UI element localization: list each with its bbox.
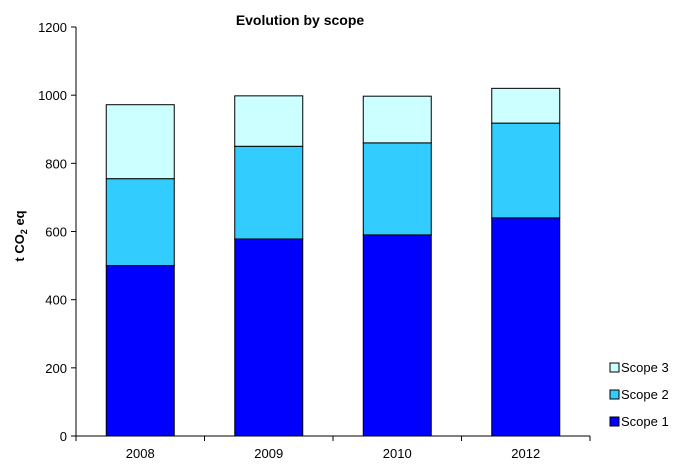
legend-swatch-scope-1 — [609, 416, 620, 427]
bar-2010-scope-3 — [362, 95, 432, 144]
y-axis-label: t CO2 eq — [12, 210, 29, 261]
bar-2012-scope-2 — [491, 122, 561, 219]
y-tick-label: 200 — [45, 361, 67, 376]
bar-2009-scope-1 — [234, 238, 304, 437]
legend-label-scope-1: Scope 1 — [621, 414, 669, 429]
bar-2010-scope-1 — [362, 234, 432, 437]
chart-title: Evolution by scope — [236, 12, 365, 28]
bar-2009-scope-3 — [234, 95, 304, 147]
legend: Scope 3 Scope 2 Scope 1 — [609, 360, 669, 429]
y-tick-label: 800 — [45, 156, 67, 171]
y-axis-label-part-1: t CO — [12, 234, 27, 261]
x-tick-label-2009: 2009 — [254, 446, 283, 461]
bar-2008-scope-1 — [105, 265, 175, 437]
bar-2008-scope-2 — [105, 178, 175, 267]
x-tick-label-2012: 2012 — [511, 446, 540, 461]
y-tick-label: 600 — [45, 225, 67, 240]
y-tick-label: 400 — [45, 293, 67, 308]
y-tick-label: 0 — [60, 429, 67, 444]
legend-label-scope-2: Scope 2 — [621, 387, 669, 402]
bar-2010-scope-2 — [362, 142, 432, 236]
legend-swatch-scope-2 — [609, 389, 620, 400]
bar-2009-scope-2 — [234, 145, 304, 240]
y-axis-ticks: 0 200 400 600 800 1000 1200 — [38, 20, 76, 444]
bar-2012-scope-3 — [491, 87, 561, 124]
y-axis-label-subscript: 2 — [19, 229, 29, 234]
y-tick-label: 1000 — [38, 88, 67, 103]
svg-text:t CO2 eq: t CO2 eq — [12, 210, 29, 261]
bar-2012-scope-1 — [491, 217, 561, 437]
legend-swatch-scope-3 — [609, 362, 620, 373]
x-axis-ticks: 2008 2009 2010 2012 — [75, 436, 591, 461]
bars — [105, 87, 561, 437]
legend-label-scope-3: Scope 3 — [621, 360, 669, 375]
y-tick-label: 1200 — [38, 20, 67, 35]
bar-2008-scope-3 — [105, 104, 175, 180]
x-tick-label-2008: 2008 — [126, 446, 155, 461]
x-tick-label-2010: 2010 — [383, 446, 412, 461]
y-axis-label-part-2: eq — [12, 210, 27, 229]
